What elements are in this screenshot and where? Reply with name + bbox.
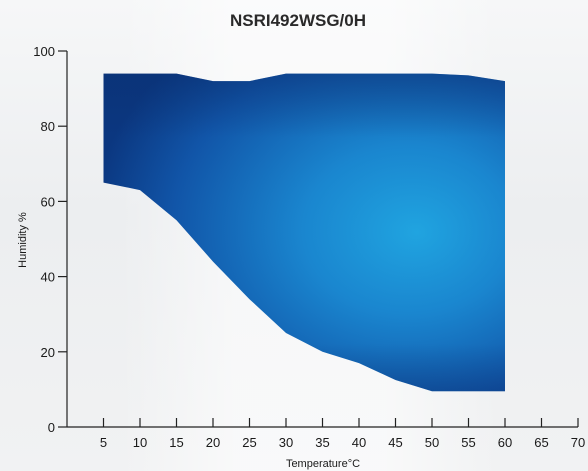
- x-axis-ticks: 5 10 15 20 25 30 35 40 45 50 55 60 65 70: [100, 418, 585, 450]
- x-tick-label: 20: [206, 435, 220, 450]
- x-tick-label: 30: [279, 435, 293, 450]
- x-tick-label: 50: [425, 435, 439, 450]
- x-tick-label: 10: [133, 435, 147, 450]
- y-tick-label: 100: [33, 44, 55, 59]
- y-tick-label: 40: [41, 270, 55, 285]
- y-axis-ticks: 0 20 40 60 80 100: [33, 44, 67, 435]
- x-tick-label: 55: [461, 435, 475, 450]
- y-axis-label: Humidity %: [17, 212, 29, 268]
- x-tick-label: 40: [352, 435, 366, 450]
- x-tick-label: 60: [498, 435, 512, 450]
- x-tick-label: 45: [388, 435, 402, 450]
- y-tick-label: 80: [41, 119, 55, 134]
- chart-title: NSRI492WSG/0H: [230, 11, 366, 30]
- x-tick-label: 70: [571, 435, 585, 450]
- x-tick-label: 25: [242, 435, 256, 450]
- y-tick-label: 0: [48, 420, 55, 435]
- x-tick-label: 5: [100, 435, 107, 450]
- operating-area: [103, 73, 505, 392]
- operating-area-shading: [103, 73, 505, 392]
- x-tick-label: 15: [169, 435, 183, 450]
- y-tick-label: 60: [41, 194, 55, 209]
- y-tick-label: 20: [41, 345, 55, 360]
- x-tick-label: 35: [315, 435, 329, 450]
- x-axis-label: Temperature°C: [286, 458, 360, 470]
- x-tick-label: 65: [534, 435, 548, 450]
